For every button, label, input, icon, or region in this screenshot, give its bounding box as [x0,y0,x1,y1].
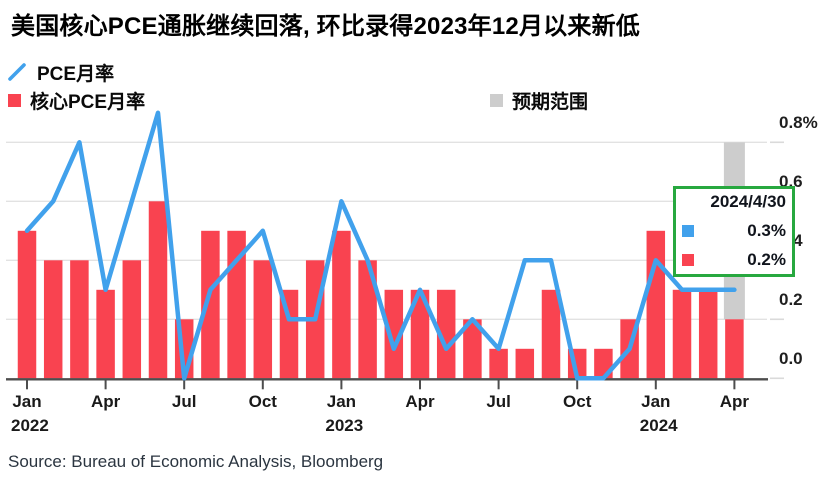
legend-item-expected-range: 预期范围 [490,88,589,113]
line-series-icon [8,63,26,81]
legend-label-core-pce: 核心PCE月率 [30,91,146,113]
legend-item-pce-line: PCE月率 [6,60,115,85]
callout-row-pce-line: 0.3% [682,221,786,241]
chart-title: 美国核心PCE通胀继续回落, 环比录得2023年12月以来新低 [11,13,640,40]
callout-line-value: 0.3% [747,221,786,240]
core-pce-bar [253,260,273,379]
core-pce-bar [17,230,37,379]
source-note: Source: Bureau of Economic Analysis, Blo… [8,452,384,471]
range-series-swatch-icon [490,93,503,107]
legend-label-expected-range: 预期范围 [512,91,589,113]
core-pce-bar [541,289,561,379]
callout-date: 2024/4/30 [710,192,786,211]
core-pce-bar [201,230,220,379]
core-pce-bar [489,348,508,379]
core-pce-bar [698,289,718,379]
core-pce-bar [384,289,404,379]
core-pce-bar [725,319,744,379]
core-pce-bar [122,260,142,379]
callout-line-swatch-icon [682,225,694,237]
core-pce-bar [515,348,535,379]
core-pce-bar [672,289,692,379]
legend-item-core-pce: 核心PCE月率 [8,88,146,113]
core-pce-bar [332,230,351,379]
core-pce-bar [43,260,63,379]
core-pce-bar [96,289,115,379]
callout-bar-value: 0.2% [747,250,786,269]
callout-box: 2024/4/30 0.3% 0.2% [673,186,795,277]
core-pce-bar [279,289,299,379]
core-pce-bar [148,201,168,379]
callout-bar-swatch-icon [682,254,694,266]
callout-row-core-pce: 0.2% [682,250,786,270]
core-pce-bar [410,289,430,379]
legend-label-pce-line: PCE月率 [37,63,115,85]
bar-series-swatch-icon [8,93,21,107]
core-pce-bar [358,260,377,379]
core-pce-bar [436,289,456,379]
core-pce-bar [70,260,89,379]
core-pce-bar [646,230,666,379]
core-pce-bar [463,319,482,379]
pce-line [24,110,737,381]
